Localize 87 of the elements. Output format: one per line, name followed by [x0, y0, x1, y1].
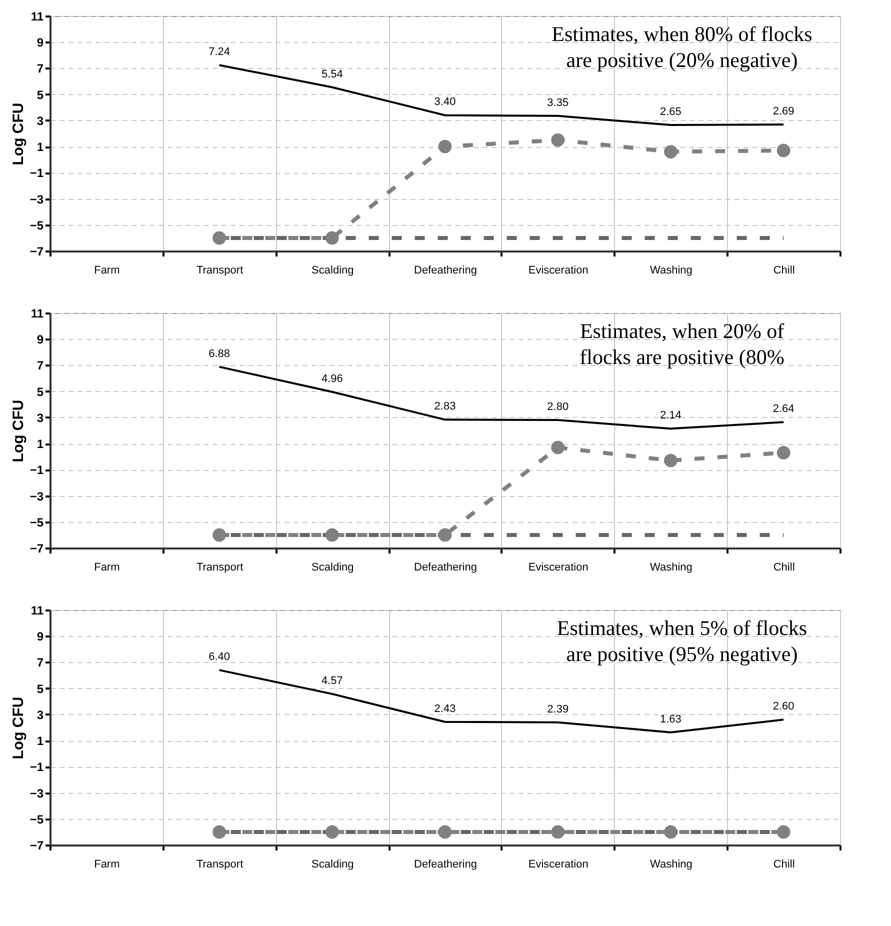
text: Estimates, when 80% of flocks are positive (20% negative)	[552, 22, 812, 72]
data-label: 2.64	[772, 403, 794, 416]
x-tick-label: Scalding	[312, 562, 354, 574]
data-label: 3.40	[434, 96, 456, 108]
y-tick-label: −7	[30, 244, 44, 258]
x-tick-label: Washing	[650, 264, 692, 276]
y-tick-label: 9	[36, 332, 44, 347]
data-label: 6.88	[208, 348, 230, 360]
point	[325, 231, 339, 245]
x-tick-label: Farm	[94, 562, 120, 574]
x-tick-label: Defeathering	[414, 858, 477, 870]
x-tick-label: Evisceration	[528, 264, 588, 276]
x-tick-label: Washing	[650, 858, 692, 870]
data-label: 2.14	[660, 410, 682, 422]
data-label: 2.69	[772, 105, 794, 118]
y-tick-label: −5	[30, 515, 44, 530]
x-tick-label: Scalding	[312, 264, 354, 276]
data-label: 2.83	[434, 400, 456, 413]
data-label: 4.96	[321, 372, 343, 385]
y-tick-label: 1	[36, 734, 44, 748]
point	[664, 145, 678, 158]
point	[664, 454, 678, 468]
x-tick-label: Defeathering	[414, 562, 477, 574]
data-label: 3.35	[547, 96, 569, 109]
point	[776, 446, 790, 460]
data-label: 1.63	[660, 713, 682, 726]
data-label: 5.54	[321, 68, 343, 80]
y-tick-label: −1	[30, 760, 44, 774]
y-tick-label: −3	[30, 786, 44, 800]
data-label: 6.40	[208, 651, 230, 664]
y-tick-label: 9	[36, 630, 44, 644]
y-tick-label: 9	[36, 36, 44, 50]
point	[438, 528, 452, 542]
x-tick-label: Chill	[773, 264, 795, 276]
y-tick-label: −3	[30, 489, 44, 504]
y-tick-label: 5	[36, 88, 44, 102]
data-label: 2.60	[772, 700, 794, 713]
y-tick-label: 5	[36, 384, 44, 399]
y-axis-title: Log CFU	[10, 400, 27, 462]
y-tick-label: −1	[30, 166, 44, 180]
point	[551, 440, 565, 454]
x-tick-label: Transport	[196, 562, 244, 574]
y-tick-label: 7	[36, 358, 44, 373]
point	[551, 133, 565, 147]
x-tick-label: Chill	[773, 858, 795, 870]
y-tick-label: 3	[36, 114, 44, 128]
point	[325, 528, 339, 542]
y-tick-label: 7	[36, 656, 44, 670]
y-tick-label: 11	[30, 10, 44, 24]
text: Estimates, when 5% of flocks are positive (95% negative)	[556, 616, 808, 666]
x-tick-label: Farm	[94, 858, 120, 870]
x-tick-label: Transport	[196, 858, 244, 870]
data-label: 2.43	[434, 702, 456, 715]
x-tick-label: Defeathering	[414, 264, 477, 276]
y-tick-label: −1	[30, 463, 44, 478]
y-axis-title: Log CFU	[10, 102, 27, 166]
data-label: 2.65	[660, 106, 682, 118]
x-tick-label: Farm	[94, 264, 120, 276]
x-tick-label: Scalding	[312, 858, 354, 870]
y-tick-label: −5	[30, 218, 44, 232]
y-tick-label: 11	[30, 604, 44, 618]
point	[776, 144, 790, 158]
y-tick-label: 5	[36, 682, 44, 696]
point	[438, 140, 452, 154]
y-tick-label: 11	[30, 306, 44, 320]
data-label: 7.24	[208, 46, 230, 58]
y-tick-label: 7	[36, 62, 44, 76]
y-axis-title: Log CFU	[10, 696, 27, 760]
y-tick-label: −5	[30, 812, 44, 826]
x-tick-label: Transport	[196, 264, 244, 276]
y-tick-label: −7	[30, 542, 44, 556]
data-label: 4.57	[321, 674, 343, 687]
point	[212, 528, 226, 542]
y-tick-label: 1	[36, 140, 44, 154]
text: Estimates, when 20% of flocks are positive (80%	[580, 319, 784, 369]
y-tick-label: 1	[36, 437, 44, 452]
y-tick-label: 3	[36, 708, 44, 722]
y-tick-label: 3	[36, 410, 44, 425]
x-tick-label: Washing	[650, 562, 692, 574]
data-label: 2.39	[547, 703, 569, 716]
y-tick-label: −7	[30, 838, 44, 852]
point	[212, 231, 226, 245]
x-tick-label: Chill	[773, 562, 795, 574]
data-label: 2.80	[547, 401, 569, 414]
x-tick-label: Evisceration	[528, 562, 588, 574]
x-tick-label: Evisceration	[528, 858, 588, 870]
y-tick-label: −3	[30, 192, 44, 206]
